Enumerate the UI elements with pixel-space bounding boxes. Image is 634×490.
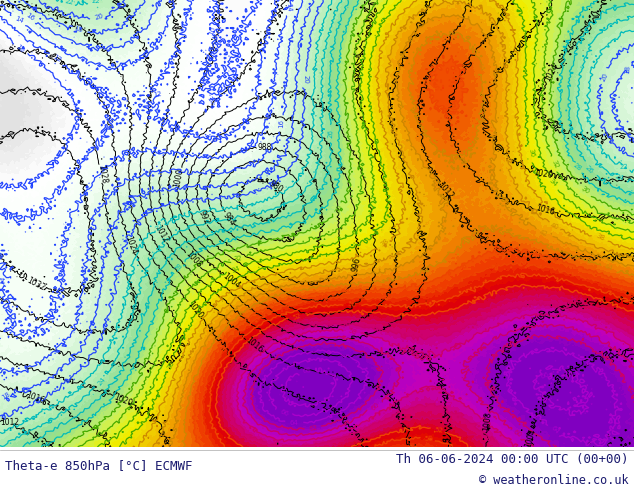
Text: 12: 12 bbox=[152, 91, 162, 98]
Text: 60: 60 bbox=[512, 429, 522, 439]
Text: 38: 38 bbox=[379, 238, 390, 248]
Text: 1024: 1024 bbox=[543, 62, 560, 83]
Text: 10: 10 bbox=[205, 95, 215, 106]
Text: 14: 14 bbox=[0, 276, 6, 285]
Text: 64: 64 bbox=[550, 425, 560, 435]
Text: 12: 12 bbox=[52, 54, 63, 64]
Text: 1004: 1004 bbox=[221, 271, 242, 290]
Text: 1020: 1020 bbox=[186, 299, 205, 320]
Text: 26: 26 bbox=[584, 164, 595, 175]
Text: Theta-e 850hPa [°C] ECMWF: Theta-e 850hPa [°C] ECMWF bbox=[5, 459, 193, 472]
Text: 46: 46 bbox=[294, 294, 304, 301]
Text: 24: 24 bbox=[615, 173, 625, 182]
Text: 60: 60 bbox=[370, 401, 380, 412]
Text: 980: 980 bbox=[267, 179, 284, 195]
Text: 1016: 1016 bbox=[244, 336, 265, 355]
Text: 1032: 1032 bbox=[25, 276, 47, 293]
Text: 1012: 1012 bbox=[153, 223, 171, 244]
Text: 54: 54 bbox=[340, 438, 351, 446]
Text: 32: 32 bbox=[233, 255, 242, 262]
Text: 1028: 1028 bbox=[96, 163, 108, 184]
Text: 46: 46 bbox=[429, 82, 440, 93]
Text: 16: 16 bbox=[25, 12, 36, 22]
Text: 1004: 1004 bbox=[523, 427, 537, 448]
Text: 992: 992 bbox=[197, 209, 210, 226]
Text: 46: 46 bbox=[451, 109, 461, 117]
Text: 38: 38 bbox=[595, 233, 605, 242]
Text: 24: 24 bbox=[96, 376, 107, 387]
Text: 40: 40 bbox=[550, 222, 560, 230]
Text: 1024: 1024 bbox=[124, 234, 138, 255]
Text: 1008: 1008 bbox=[482, 411, 493, 431]
Text: 34: 34 bbox=[230, 266, 240, 274]
Text: 16: 16 bbox=[278, 119, 284, 128]
Text: 1008: 1008 bbox=[183, 250, 203, 270]
Text: © weatheronline.co.uk: © weatheronline.co.uk bbox=[479, 474, 629, 487]
Text: 20: 20 bbox=[302, 75, 309, 84]
Text: 22: 22 bbox=[91, 0, 100, 4]
Text: 44: 44 bbox=[604, 264, 614, 272]
Text: 50: 50 bbox=[347, 301, 357, 308]
Text: 984: 984 bbox=[221, 210, 237, 227]
Text: 22: 22 bbox=[155, 221, 165, 231]
Text: 68: 68 bbox=[302, 367, 311, 374]
Text: 20: 20 bbox=[94, 13, 104, 21]
Text: 1012: 1012 bbox=[436, 181, 456, 201]
Text: 988: 988 bbox=[257, 143, 271, 152]
Text: 66: 66 bbox=[279, 408, 290, 417]
Text: Th 06-06-2024 00:00 UTC (00+00): Th 06-06-2024 00:00 UTC (00+00) bbox=[396, 453, 629, 466]
Text: 10: 10 bbox=[15, 43, 25, 54]
Text: 64: 64 bbox=[290, 419, 299, 426]
Text: 50: 50 bbox=[424, 435, 433, 441]
Text: 36: 36 bbox=[165, 359, 176, 370]
Text: 1000: 1000 bbox=[172, 167, 185, 188]
Text: 22: 22 bbox=[64, 0, 74, 6]
Text: 1016: 1016 bbox=[24, 391, 46, 406]
Text: 52: 52 bbox=[292, 313, 302, 321]
Text: 58: 58 bbox=[347, 327, 357, 336]
Text: 34: 34 bbox=[548, 178, 559, 188]
Text: 48: 48 bbox=[311, 296, 321, 304]
Text: 1016: 1016 bbox=[534, 203, 555, 217]
Text: 14: 14 bbox=[285, 3, 292, 12]
Text: 62: 62 bbox=[624, 385, 634, 395]
Text: 36: 36 bbox=[527, 148, 535, 158]
Text: 66: 66 bbox=[540, 371, 550, 380]
Text: 14: 14 bbox=[14, 15, 24, 24]
Text: 20: 20 bbox=[600, 72, 609, 82]
Text: 32: 32 bbox=[551, 159, 560, 170]
Text: 52: 52 bbox=[434, 427, 444, 434]
Text: 28: 28 bbox=[174, 262, 184, 273]
Text: 44: 44 bbox=[476, 62, 485, 73]
Text: 30: 30 bbox=[333, 204, 343, 215]
Text: 62: 62 bbox=[309, 424, 319, 432]
Text: 10: 10 bbox=[207, 25, 217, 36]
Text: 30: 30 bbox=[580, 185, 591, 195]
Text: 28: 28 bbox=[571, 162, 582, 172]
Text: 1012: 1012 bbox=[1, 418, 20, 427]
Text: 26: 26 bbox=[328, 129, 334, 138]
Text: 22: 22 bbox=[619, 164, 628, 171]
Text: 54: 54 bbox=[292, 318, 302, 327]
Text: 18: 18 bbox=[74, 25, 84, 33]
Text: 56: 56 bbox=[271, 440, 281, 447]
Text: 1020: 1020 bbox=[533, 168, 553, 180]
Text: 1020: 1020 bbox=[112, 393, 134, 409]
Text: 18: 18 bbox=[1, 391, 12, 401]
Text: 996: 996 bbox=[351, 257, 362, 273]
Text: 18: 18 bbox=[624, 65, 631, 74]
Text: 42: 42 bbox=[539, 230, 549, 238]
